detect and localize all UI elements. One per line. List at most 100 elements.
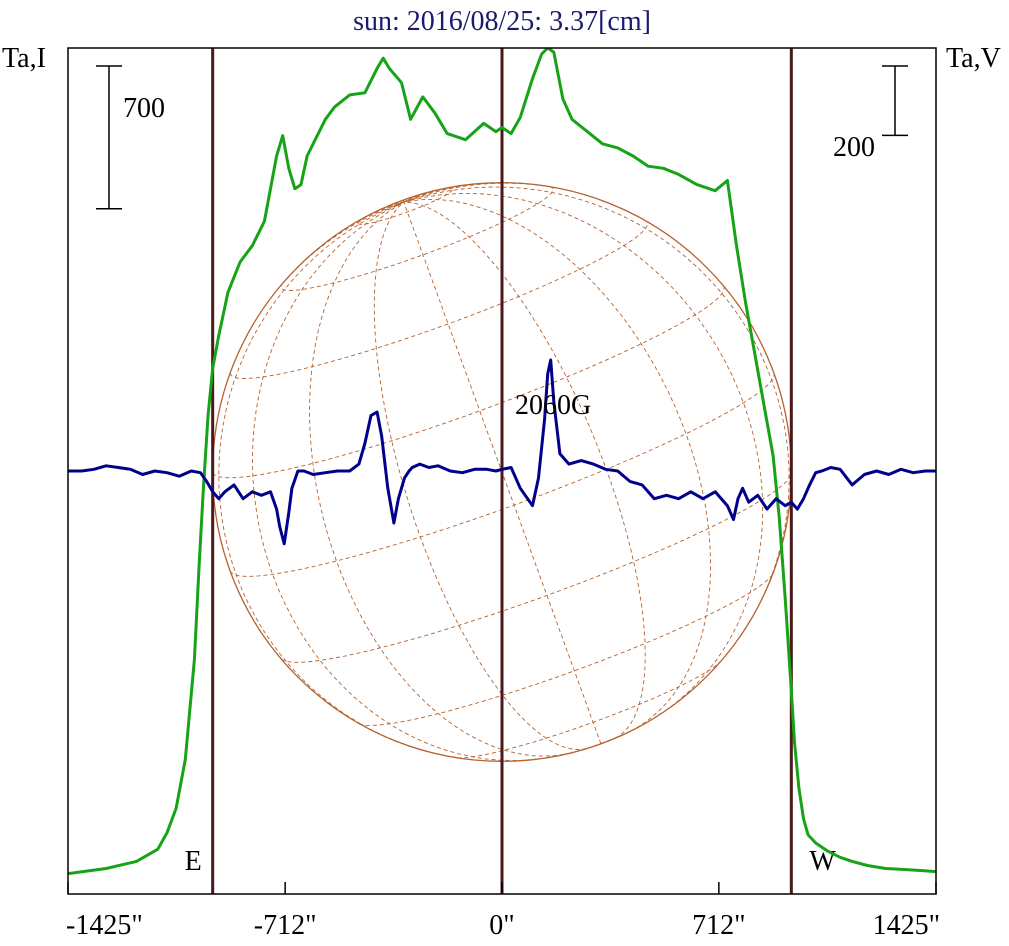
- right-axis-label: Ta,V: [946, 43, 1001, 74]
- disk-parallel: [357, 187, 453, 225]
- polarization-point: [233, 484, 235, 486]
- polarization-point: [815, 472, 817, 474]
- polarization-point: [775, 498, 777, 500]
- polarization-point: [449, 470, 451, 472]
- polarization-point: [531, 505, 534, 507]
- intensity-point: [531, 78, 534, 80]
- intensity-point: [696, 184, 698, 186]
- polarization-point: [370, 414, 372, 417]
- intensity-point: [315, 137, 317, 139]
- intensity-point: [541, 53, 543, 55]
- intensity-point: [349, 94, 351, 96]
- polarization-point: [924, 470, 926, 472]
- polarization-point: [381, 435, 383, 437]
- polarization-point: [276, 508, 278, 510]
- intensity-point: [184, 758, 186, 761]
- intensity-point: [784, 597, 786, 600]
- intensity-point: [714, 190, 716, 192]
- polarization-point: [291, 487, 293, 489]
- intensity-point: [632, 155, 634, 157]
- disk-meridian: [309, 201, 564, 757]
- x-tick-label: 0": [489, 910, 514, 941]
- polarization-point: [474, 468, 476, 470]
- intensity-point: [790, 689, 792, 691]
- polarization-scale-bar-label: 200: [833, 132, 875, 163]
- polarization-point: [437, 465, 439, 467]
- intensity-point: [735, 245, 738, 247]
- polarization-point: [251, 491, 253, 493]
- polarization-point: [617, 470, 619, 472]
- intensity-point: [263, 220, 265, 222]
- x-tick-label: 712": [692, 910, 745, 941]
- east-limb-label: E: [185, 846, 202, 877]
- disk-parallel: [280, 473, 792, 663]
- polarization-point: [269, 491, 272, 493]
- intensity-point: [212, 367, 214, 369]
- polarization-point: [702, 498, 704, 500]
- intensity-point: [519, 116, 521, 118]
- polarization-point: [93, 468, 95, 470]
- intensity-point: [807, 834, 809, 836]
- solar-disk-grid: [212, 182, 792, 762]
- polarization-point: [839, 468, 841, 470]
- intensity-point: [678, 173, 680, 175]
- polarization-point: [178, 475, 180, 477]
- disk-parallel: [212, 286, 725, 479]
- left-axis-label: Ta,I: [2, 43, 46, 74]
- polarization-point: [580, 460, 582, 462]
- disk-meridian: [403, 186, 454, 203]
- polarization-point: [501, 468, 503, 470]
- polarization-point: [714, 491, 716, 493]
- polarization-point: [888, 473, 890, 476]
- polarization-point: [303, 470, 305, 472]
- polarization-scale-bar: 200: [833, 65, 908, 163]
- polarization-point: [790, 501, 792, 503]
- polarization-point: [629, 480, 631, 482]
- intensity-point: [754, 353, 756, 355]
- polarization-point: [784, 505, 786, 507]
- polarization-point: [821, 470, 823, 472]
- disk-parallel: [229, 221, 648, 379]
- intensity-point: [772, 455, 774, 457]
- intensity-point: [617, 147, 619, 149]
- polarization-point: [336, 470, 339, 472]
- intensity-point: [135, 860, 138, 863]
- intensity-point: [495, 131, 497, 133]
- polarization-point: [900, 468, 902, 470]
- intensity-point: [166, 832, 168, 834]
- polarization-point: [461, 472, 463, 474]
- intensity-point: [501, 126, 503, 129]
- intensity-point: [885, 867, 887, 870]
- intensity-point: [364, 92, 366, 94]
- intensity-point: [105, 867, 107, 870]
- intensity-point: [376, 67, 378, 69]
- disk-meridian: [403, 186, 790, 637]
- intensity-point: [815, 842, 817, 844]
- polarization-point: [387, 487, 389, 489]
- polarization-point: [297, 470, 299, 472]
- polarization-point: [748, 501, 750, 503]
- intensity-point: [294, 188, 296, 190]
- intensity-point: [175, 807, 177, 810]
- intensity-point: [921, 870, 923, 872]
- intensity-scale-bar-label: 700: [123, 93, 165, 124]
- intensity-point: [510, 133, 512, 135]
- disk-meridian: [403, 192, 764, 716]
- polarization-point: [510, 466, 512, 469]
- intensity-point: [562, 98, 564, 100]
- polarization-point: [766, 508, 768, 510]
- intensity-point: [382, 57, 384, 59]
- intensity-point: [851, 860, 853, 863]
- polarization-point: [809, 484, 811, 486]
- intensity-point: [410, 118, 412, 120]
- x-tick-label: -712": [254, 910, 317, 941]
- polarization-point: [224, 491, 226, 493]
- polarization-point: [486, 468, 488, 470]
- polarization-point: [653, 498, 655, 500]
- polarization-point: [129, 468, 131, 470]
- polarization-point: [279, 525, 281, 528]
- intensity-point: [839, 856, 841, 858]
- polarization-point: [553, 401, 555, 403]
- polarization-point: [830, 466, 832, 469]
